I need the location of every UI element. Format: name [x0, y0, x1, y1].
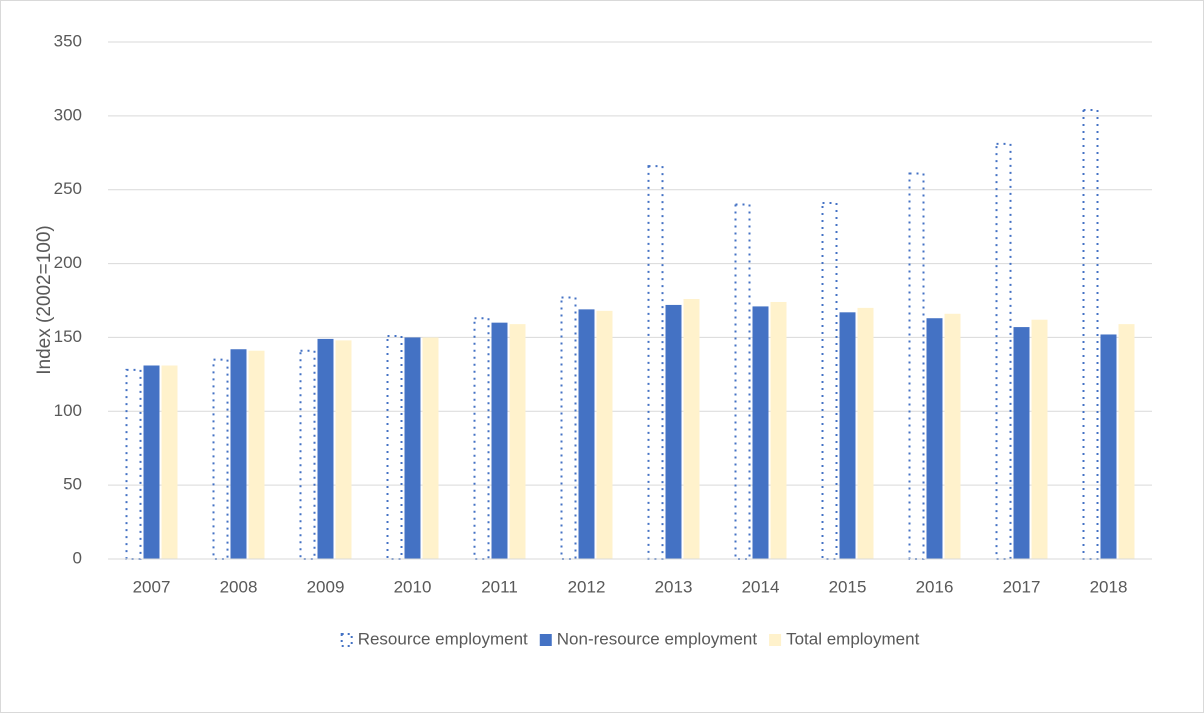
x-tick-label: 2009 [307, 577, 345, 596]
bar [161, 365, 178, 559]
x-tick-label: 2007 [133, 577, 171, 596]
legend-label: Non-resource employment [557, 629, 758, 648]
bar [665, 304, 682, 559]
bar [752, 306, 769, 559]
legend-marker [769, 634, 782, 646]
legend-marker [340, 633, 353, 647]
bar [839, 312, 856, 559]
bar [926, 318, 943, 559]
bar [143, 365, 160, 559]
bar [821, 202, 838, 560]
x-tick-label: 2008 [220, 577, 258, 596]
legend-label: Resource employment [358, 629, 528, 648]
bar [995, 142, 1012, 560]
bar [683, 299, 700, 559]
bar [404, 337, 421, 559]
bar [422, 337, 439, 559]
legend-item: Total employment [769, 629, 920, 648]
bar [578, 309, 595, 559]
y-tick-label: 0 [73, 548, 82, 567]
y-tick-label: 300 [54, 105, 82, 124]
y-tick-label: 250 [54, 179, 82, 198]
y-axis-label: Index (2002=100) [34, 225, 55, 374]
y-tick-label: 150 [54, 327, 82, 346]
x-tick-label: 2014 [742, 577, 780, 596]
legend-marker [539, 634, 552, 646]
bar [857, 307, 874, 559]
x-tick-label: 2012 [568, 577, 606, 596]
bar [509, 324, 526, 559]
legend-item: Resource employment [340, 629, 528, 648]
x-tick-label: 2010 [394, 577, 432, 596]
bar [1118, 324, 1135, 559]
x-tick-label: 2013 [655, 577, 693, 596]
y-tick-label: 350 [54, 31, 82, 50]
bar [473, 317, 490, 560]
bar [248, 350, 265, 559]
bar [317, 338, 334, 559]
bar [1013, 327, 1030, 559]
bar [386, 334, 403, 560]
x-tick-label: 2018 [1090, 577, 1128, 596]
bar [596, 310, 613, 559]
legend-label: Total employment [786, 629, 920, 648]
bar [734, 203, 751, 560]
bar [491, 322, 508, 559]
bar [1100, 334, 1117, 559]
bar [230, 349, 247, 559]
y-tick-label: 200 [54, 253, 82, 272]
bar [212, 358, 229, 561]
y-tick-label: 100 [54, 401, 82, 420]
x-tick-label: 2011 [481, 577, 518, 596]
x-tick-label: 2015 [829, 577, 867, 596]
bar [944, 313, 961, 559]
bar [335, 340, 352, 559]
bar [770, 301, 787, 559]
x-tick-label: 2016 [916, 577, 954, 596]
y-tick-label: 50 [63, 475, 82, 494]
bar [299, 349, 316, 561]
x-tick-label: 2017 [1003, 577, 1041, 596]
legend-item: Non-resource employment [539, 629, 758, 648]
bar [560, 296, 577, 560]
bar [1031, 319, 1048, 559]
